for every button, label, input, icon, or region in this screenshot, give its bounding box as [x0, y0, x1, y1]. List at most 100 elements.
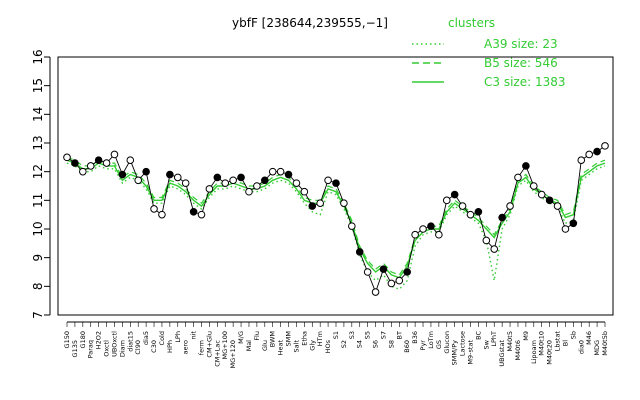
x-tick-label: B60 [403, 340, 411, 353]
data-point [221, 179, 230, 187]
x-tick-label: M40t10 [538, 331, 546, 356]
x-tick-label: BC [474, 331, 482, 340]
data-point [134, 176, 143, 185]
x-tick-label: Lactose [459, 331, 467, 356]
data-point [379, 265, 388, 273]
data-point [403, 268, 412, 276]
data-point [332, 179, 340, 187]
series-dotted-line [66, 162, 606, 291]
x-tick-label: M40t20 [546, 340, 554, 365]
x-tick-label: SMM [285, 331, 293, 346]
x-tick-label: S6 [372, 340, 380, 348]
y-axis: 7 8 9 10 11 12 13 14 15 16 [31, 49, 51, 319]
x-tick-label: Paraq [87, 340, 95, 358]
x-tick-label: CM+Lac [213, 340, 221, 367]
x-tick-label: M40t5b [601, 331, 609, 356]
x-tick-label: HPh [166, 340, 174, 353]
data-point [522, 162, 530, 170]
x-tick-label: aero [182, 340, 190, 355]
x-tick-label: H2O2 [95, 331, 103, 349]
data-point [110, 150, 119, 159]
data-point [435, 230, 443, 239]
y-tick-label: 10 [31, 221, 45, 236]
x-tick-label: Mal [245, 340, 253, 352]
data-point [553, 202, 562, 210]
x-tick-label: LPhT [490, 331, 498, 347]
legend-label: C3 size: 1383 [484, 75, 566, 89]
x-tick-label: G180 [79, 331, 87, 348]
x-tick-label: Gly [308, 340, 316, 351]
data-point [395, 276, 404, 285]
y-tick-label: 13 [31, 135, 45, 150]
data-point [474, 208, 483, 216]
data-point [537, 190, 546, 199]
x-tick-label: dia5 [142, 331, 150, 345]
x-tick-label: M9-stat [467, 340, 475, 365]
x-tick-label: UBOxctl [110, 331, 118, 357]
data-point [545, 196, 554, 205]
data-point [181, 179, 190, 187]
series-points [63, 142, 609, 296]
data-point [529, 182, 538, 190]
x-tick-label: Pyr [419, 340, 427, 351]
plot-frame [57, 56, 614, 316]
x-tick-label: GS [435, 340, 443, 349]
data-point [253, 182, 261, 190]
data-point [229, 176, 237, 185]
data-point [126, 156, 135, 164]
x-tick-label: Etha [300, 331, 308, 346]
x-tick-label: BT [395, 331, 403, 339]
x-tick-label: C30 [150, 340, 158, 353]
data-point [260, 176, 269, 185]
data-point [355, 248, 364, 256]
x-tick-label: M40t6 [514, 340, 522, 361]
y-tick-label: 8 [31, 283, 45, 291]
data-point [142, 167, 150, 176]
x-tick-label: Oxctl [103, 340, 111, 357]
data-point [569, 219, 578, 228]
x-tick-label: HOs [324, 339, 332, 353]
y-tick-label: 9 [31, 254, 45, 262]
data-point [158, 210, 166, 219]
data-point [197, 210, 206, 219]
data-point [237, 173, 245, 182]
legend-label: A39 size: 23 [484, 37, 558, 51]
data-point [150, 205, 158, 213]
x-tick-label: UBGstat [498, 340, 506, 367]
data-point [498, 213, 506, 222]
x-tick-label: Lbstat [554, 331, 562, 352]
data-point [245, 187, 253, 196]
x-tick-label: Glu [261, 340, 269, 351]
x-tick-label: dia0 [577, 340, 585, 354]
data-point [577, 156, 586, 164]
data-point [490, 245, 499, 253]
data-point [284, 170, 293, 179]
x-tick-label: Heat [277, 340, 285, 356]
legend: clusters A39 size: 23 B5 size: 546 C3 size… [412, 16, 566, 89]
data-point [585, 150, 593, 159]
x-tick-label: LPh [174, 331, 182, 343]
x-tick-label: G135 [71, 340, 79, 357]
data-point [450, 190, 459, 199]
data-point [371, 288, 380, 296]
x-tick-label: BWM [269, 331, 277, 347]
x-tick-label: G150 [63, 331, 71, 348]
data-point [189, 208, 198, 216]
y-tick-label: 12 [31, 164, 45, 179]
x-tick-label: Flu [253, 331, 261, 341]
x-tick-label: ferm [198, 340, 206, 355]
x-tick-label: SMM/Py [451, 340, 459, 365]
data-point [292, 179, 301, 187]
data-point [213, 173, 222, 182]
x-tick-label: M46 [585, 331, 593, 345]
x-tick-label: diat15 [126, 331, 134, 352]
data-point [482, 236, 491, 245]
y-tick-label: 11 [31, 193, 45, 208]
data-point [205, 185, 214, 193]
data-point [387, 279, 396, 288]
data-point [411, 230, 419, 239]
x-tick-label: Sw [482, 339, 490, 349]
data-point [419, 225, 427, 233]
data-point [316, 199, 324, 207]
